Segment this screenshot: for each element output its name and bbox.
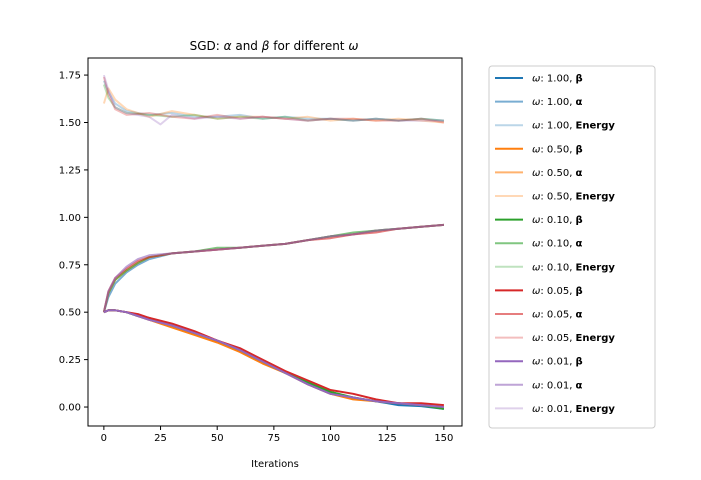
x-tick-label: 125 [378,433,397,444]
x-tick-label: 25 [154,433,167,444]
legend-entry: ω: 0.01, α [532,380,583,391]
legend-entry: ω: 1.00, α [532,97,583,108]
series-line-omega-0_05-beta [103,309,444,407]
legend-entry: ω: 0.01, β [532,357,583,368]
chart-title: SGD: α and β for different ω [190,39,359,53]
series-line-omega-0_50-beta [103,309,444,408]
series-line-omega-1_00-beta [103,309,445,410]
legend-entry: ω: 0.05, β [532,286,583,297]
title-mid-2: for different [269,39,348,53]
legend-entry: ω: 0.05, Energy [532,333,615,344]
series-line-omega-0_05-energy [102,76,445,124]
x-tick-label: 150 [434,433,453,444]
legend-entry: ω: 0.10, Energy [532,262,615,273]
series-line-omega-0_50-alpha [102,223,444,313]
legend-entry: ω: 0.50, α [532,168,583,179]
title-omega: ω [348,39,358,53]
y-tick-label: 0.75 [59,260,81,271]
title-prefix: SGD: [190,39,224,53]
y-tick-label: 0.50 [59,308,81,319]
legend-entry: ω: 0.50, Energy [532,192,615,203]
title-alpha: α [224,39,232,53]
legend-entry: ω: 0.05, α [532,310,583,321]
y-axis: 0.00 0.25 0.50 0.75 1.00 1.25 1.50 1.75 [59,71,88,414]
series-line-omega-0_50-energy [102,87,444,124]
legend-entry: ω: 1.00, β [532,74,583,85]
legend-entry: ω: 0.10, α [532,239,583,250]
legend-entry: ω: 0.50, β [532,144,583,155]
y-tick-label: 1.75 [59,71,81,82]
plot-series [102,74,445,410]
y-tick-label: 0.25 [59,355,81,366]
legend-entry: ω: 0.10, β [532,215,583,226]
series-line-omega-1_00-alpha [102,223,444,313]
x-tick-label: 50 [211,433,224,444]
series-line-omega-0_10-alpha [102,223,444,313]
series-line-omega-0_01-alpha [102,223,444,313]
series-line-omega-0_01-beta [103,309,444,408]
x-axis: 0 25 50 75 100 125 150 [101,426,453,444]
legend-frame [488,65,656,429]
series-line-omega-1_00-energy [102,80,444,122]
y-tick-label: 1.00 [59,213,81,224]
series-line-omega-0_01-energy [102,74,444,126]
x-tick-label: 100 [321,433,340,444]
legend-entry: ω: 1.00, Energy [532,121,615,132]
series-line-omega-0_10-energy [102,84,444,122]
series-line-omega-0_05-alpha [102,223,444,313]
plot-frame [87,57,463,427]
legend: ω: 1.00, β ω: 1.00, α ω: 1.00, Energy ω: 0.… [488,65,656,429]
title-beta: β [261,39,270,53]
x-axis-label: Iterations [251,459,299,470]
y-tick-label: 1.50 [59,118,81,129]
series-line-omega-0_10-beta [103,309,445,410]
legend-entry: ω: 0.01, Energy [532,404,615,415]
x-tick-label: 0 [101,433,107,444]
x-tick-label: 75 [267,433,280,444]
y-tick-label: 0.00 [59,403,81,414]
y-tick-label: 1.25 [59,165,81,176]
title-mid-1: and [232,39,262,53]
